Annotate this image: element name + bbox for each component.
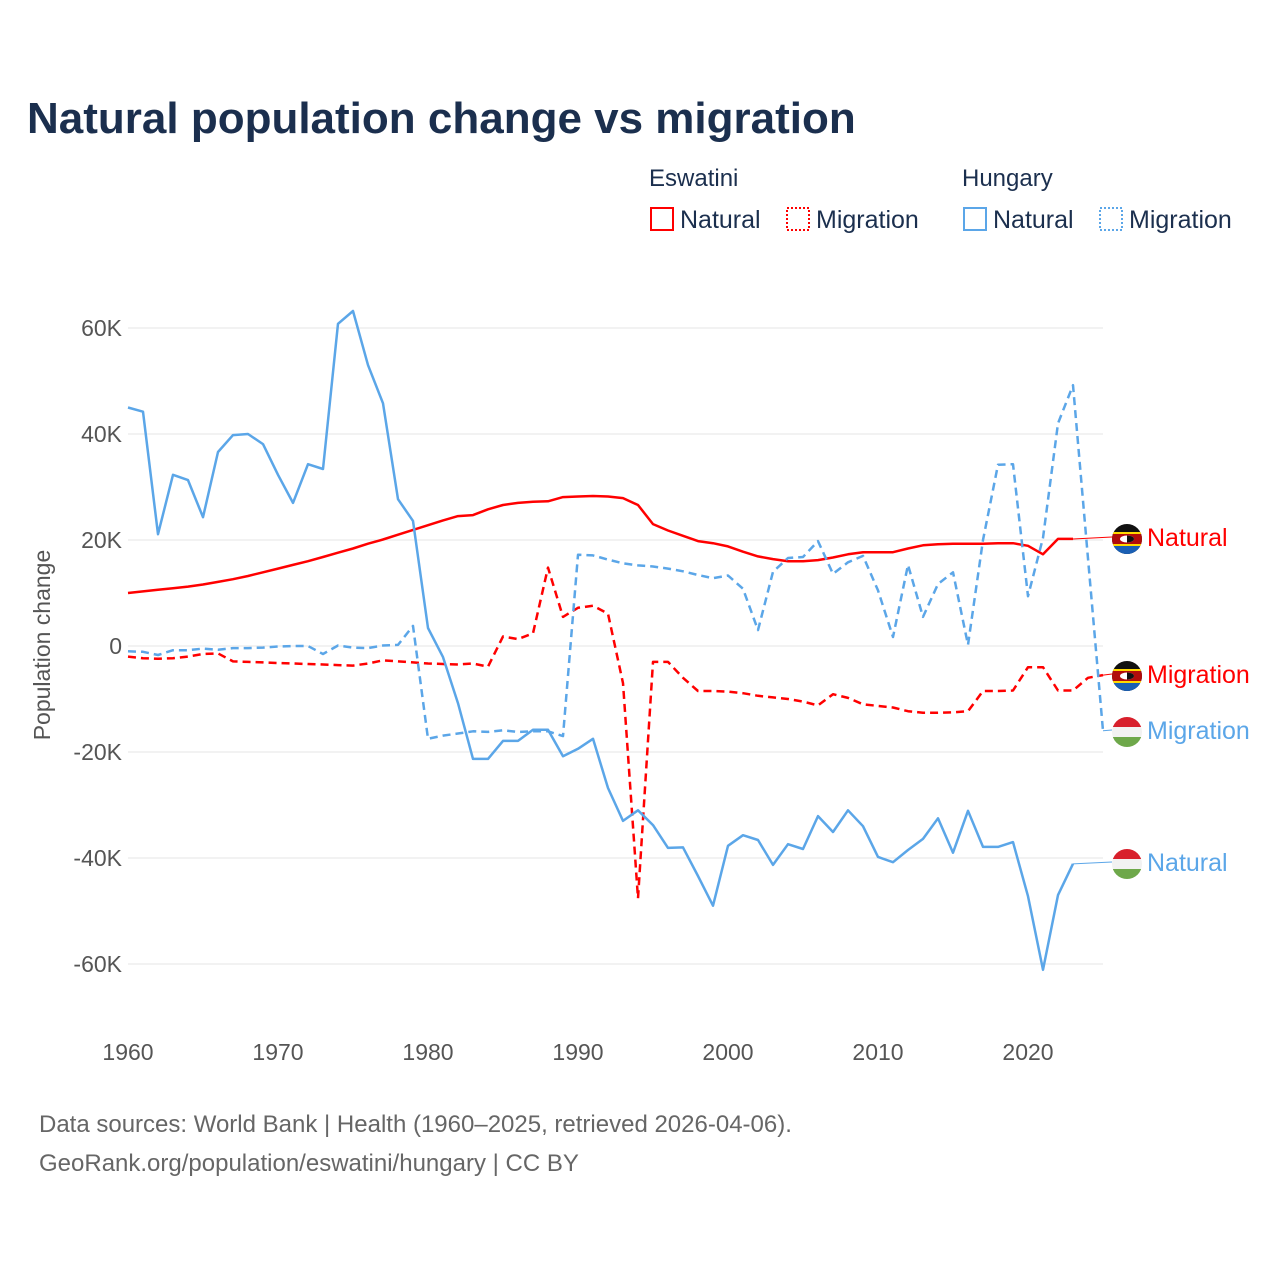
end-connector (1102, 729, 1113, 732)
legend-label-eswatini-natural[interactable]: Natural (680, 206, 761, 234)
legend-swatch-hungary-migration (1099, 207, 1123, 231)
y-tick-label: -60K (73, 951, 122, 977)
y-tick-label: -20K (73, 739, 122, 765)
end-label-eswatini-natural: Natural (1147, 524, 1228, 552)
series-line-eswatini-migration (127, 566, 1104, 900)
y-tick-label: -40K (73, 845, 122, 871)
y-tick-label: 60K (81, 315, 123, 341)
x-tick-label: 1980 (402, 1039, 453, 1065)
end-label-hungary-natural: Natural (1147, 849, 1228, 877)
y-tick-label: 40K (81, 421, 123, 447)
source-line-1: Data sources: World Bank | Health (1960–… (39, 1111, 792, 1138)
x-ticks: 1960 1970 1980 1990 2000 2010 2020 (102, 1039, 1053, 1065)
legend-swatch-eswatini-natural (650, 207, 674, 231)
series-line-hungary-natural (127, 309, 1075, 972)
x-tick-label: 1990 (552, 1039, 603, 1065)
hungary-flag-icon (1112, 849, 1142, 879)
y-axis-label: Population change (29, 550, 55, 741)
end-label-eswatini-migration: Migration (1147, 661, 1250, 689)
end-connector (1072, 536, 1113, 540)
x-tick-label: 1970 (252, 1039, 303, 1065)
series-line-eswatini-natural (127, 494, 1073, 595)
x-tick-label: 2010 (852, 1039, 903, 1065)
y-tick-label: 0 (109, 633, 122, 659)
x-tick-label: 2000 (702, 1039, 753, 1065)
eswatini-flag-icon (1112, 661, 1142, 691)
end-connector (1072, 861, 1113, 865)
end-connector (1102, 673, 1113, 676)
legend-swatch-eswatini-migration (786, 207, 810, 231)
end-labels: Natural Migration Natural Migration (1072, 524, 1250, 879)
y-tick-label: 20K (81, 527, 123, 553)
y-ticks: 60K 40K 20K 0 -20K -40K -60K (73, 315, 122, 977)
chart-title: Natural population change vs migration (27, 94, 856, 143)
eswatini-flag-icon (1112, 524, 1142, 554)
x-tick-label: 2020 (1002, 1039, 1053, 1065)
series-line-hungary-migration (127, 383, 1105, 741)
legend-swatch-hungary-natural (963, 207, 987, 231)
x-tick-label: 1960 (102, 1039, 153, 1065)
source-line-2[interactable]: GeoRank.org/population/eswatini/hungary … (39, 1150, 579, 1177)
end-label-hungary-migration: Migration (1147, 717, 1250, 745)
series-lines (127, 309, 1105, 972)
legend-label-hungary-migration[interactable]: Migration (1129, 206, 1232, 234)
legend-label-hungary-natural[interactable]: Natural (993, 206, 1074, 234)
legend-group-hungary: Hungary (962, 165, 1053, 192)
legend: Eswatini Natural Migration Hungary Natur… (649, 165, 1232, 234)
legend-label-eswatini-migration[interactable]: Migration (816, 206, 919, 234)
legend-group-eswatini: Eswatini (649, 165, 738, 192)
hungary-flag-icon (1112, 717, 1142, 747)
